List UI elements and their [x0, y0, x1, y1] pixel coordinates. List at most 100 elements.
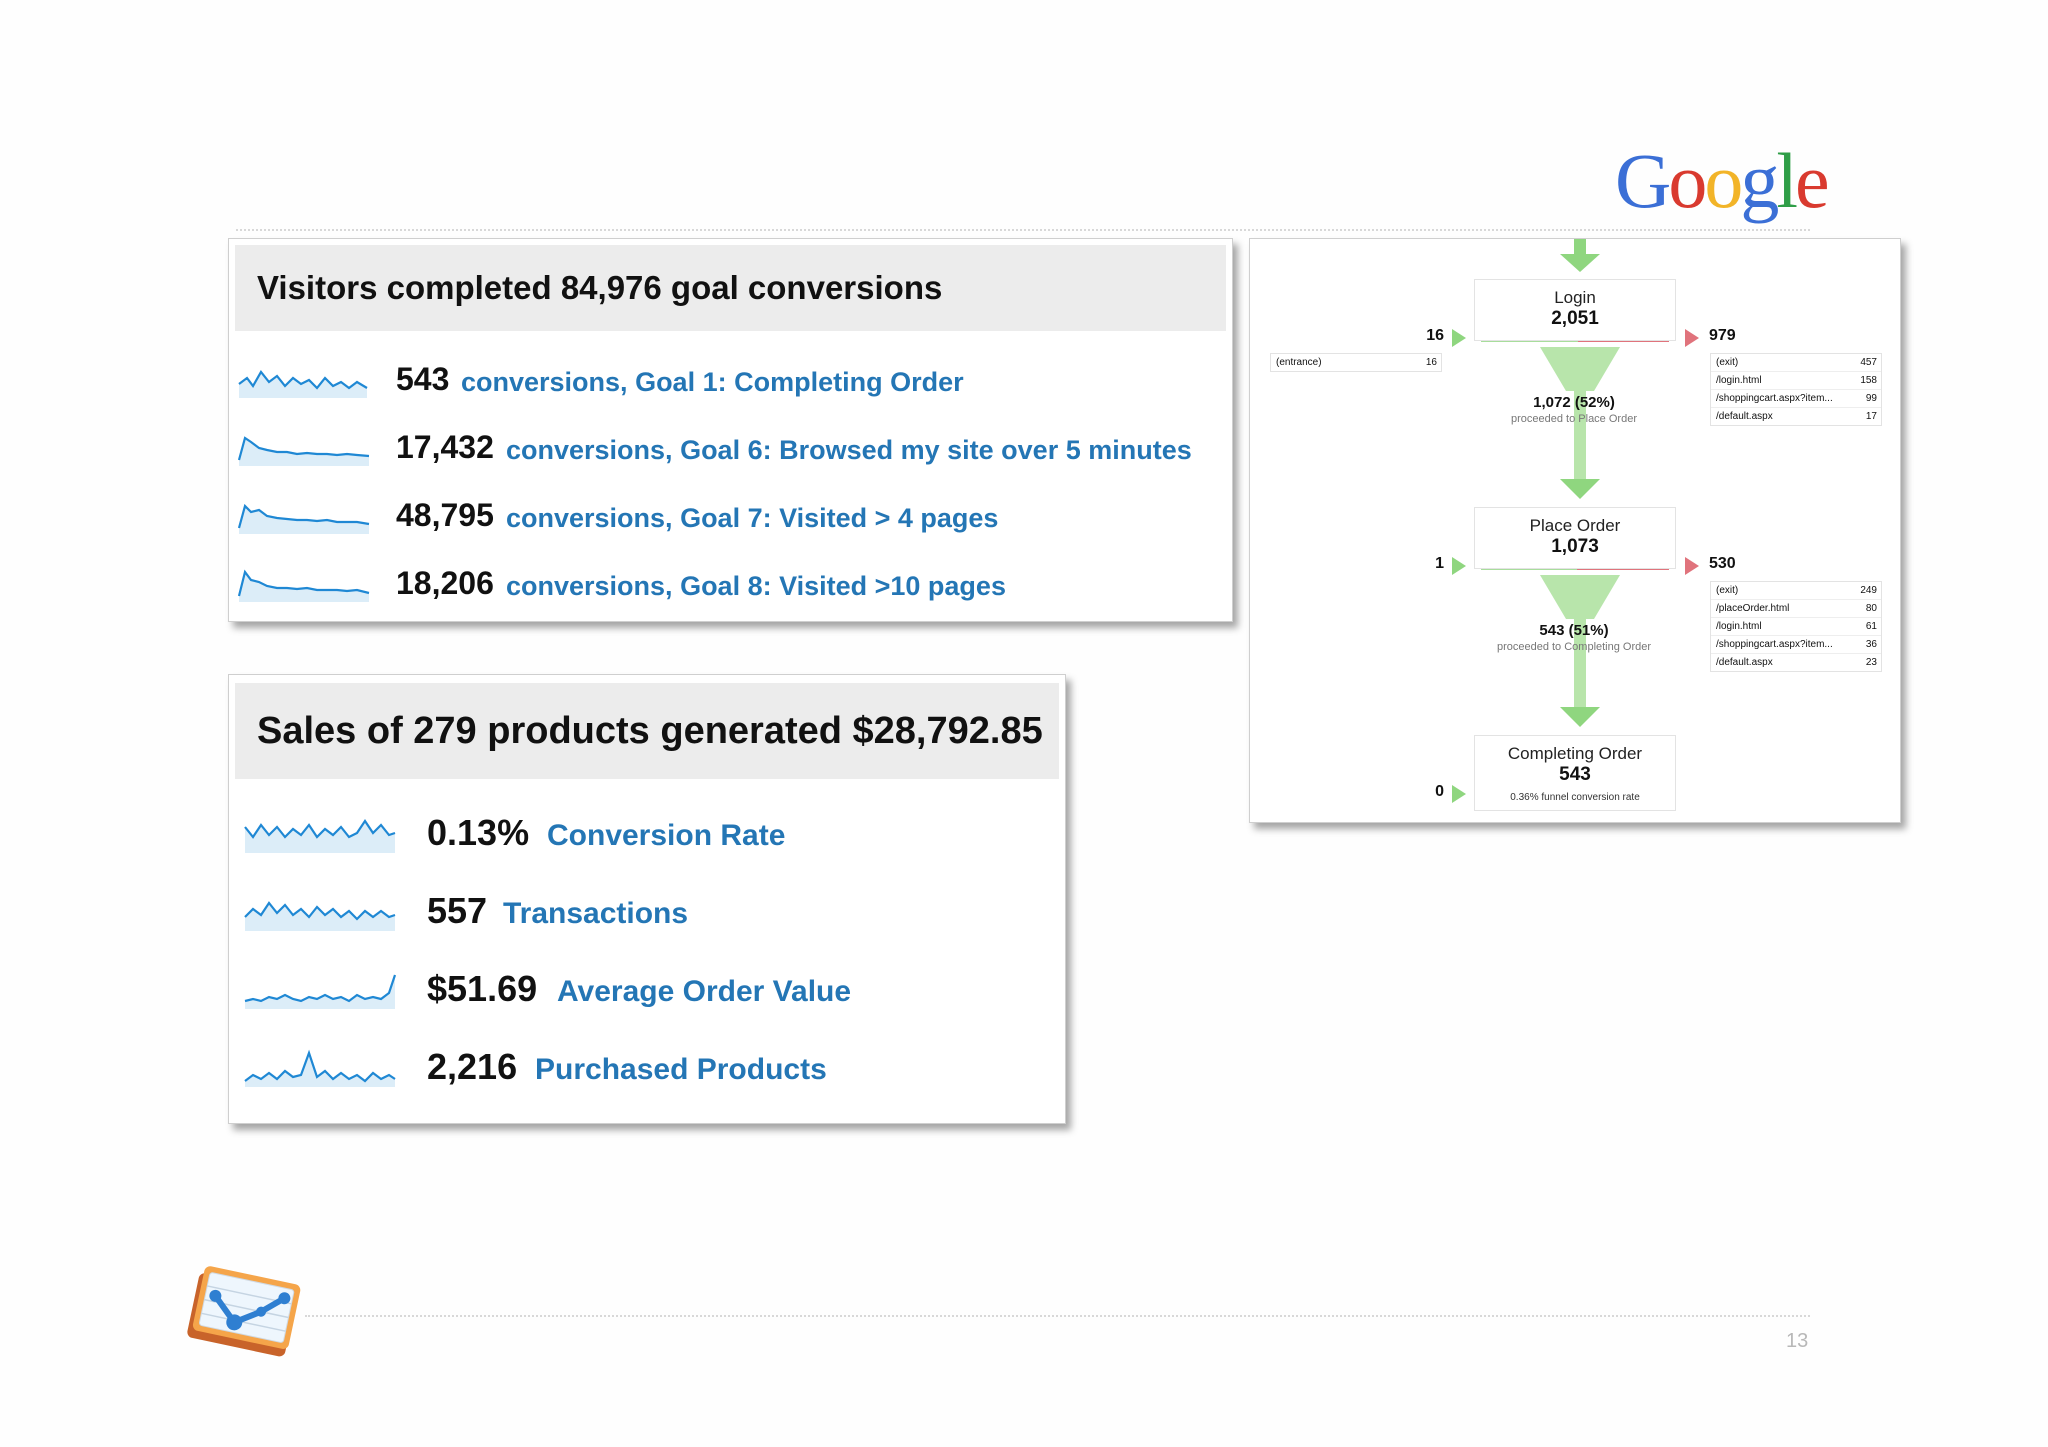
metric-value: 557 [427, 890, 488, 931]
exit-page-row[interactable]: /login.html 158 [1711, 372, 1881, 390]
page-value: 99 [1865, 393, 1877, 404]
exit-arrow [1685, 329, 1699, 347]
exit-page-row[interactable]: /login.html 61 [1711, 618, 1881, 636]
sparkline [244, 974, 397, 1009]
proceeded-label: proceeded to Completing Order [1496, 641, 1652, 653]
goal-label[interactable]: conversions, Goal 1: Completing Order [461, 367, 964, 397]
entries-count: 16 [1426, 327, 1444, 344]
exit-page-row[interactable]: (exit) 457 [1711, 354, 1881, 372]
proceeded-count: 1,072 (52%) [1533, 394, 1615, 411]
goal-value: 17,432 [396, 429, 494, 465]
page-path: /placeOrder.html [1716, 603, 1790, 614]
goal-conversions-panel: Visitors completed 84,976 goal conversio… [228, 238, 1233, 622]
entry-source-row[interactable]: (entrance) 16 [1271, 354, 1441, 371]
page-path: /login.html [1716, 621, 1762, 632]
funnel-down-arrow [1560, 479, 1600, 499]
metric-row[interactable]: 0.13% Conversion Rate [229, 805, 1049, 861]
entry-arrow [1452, 557, 1466, 575]
sparkline [237, 569, 370, 602]
page-path: (entrance) [1276, 357, 1322, 368]
exit-page-row[interactable]: /shoppingcart.aspx?item... 36 [1711, 636, 1881, 654]
page-value: 61 [1865, 621, 1877, 632]
metric-value: 0.13% [427, 812, 530, 853]
funnel-step-name: Place Order [1529, 516, 1621, 535]
page-value: 249 [1860, 585, 1877, 596]
proceeded-count: 543 (51%) [1539, 622, 1609, 639]
funnel-shape [1540, 575, 1620, 619]
goal-row[interactable]: 18,206 conversions, Goal 8: Visited >10 … [229, 558, 1219, 608]
page-path: /shoppingcart.aspx?item... [1716, 639, 1833, 650]
goal-value: 48,795 [396, 497, 494, 533]
goal-value: 18,206 [396, 565, 494, 601]
page-number: 13 [1786, 1330, 1809, 1352]
sparkline [237, 503, 370, 534]
goal-row[interactable]: 17,432 conversions, Goal 6: Browsed my s… [229, 422, 1219, 472]
page-path: /shoppingcart.aspx?item... [1716, 393, 1833, 404]
exit-page-row[interactable]: /shoppingcart.aspx?item... 99 [1711, 390, 1881, 408]
funnel-step-count: 543 [1559, 764, 1591, 785]
metric-label[interactable]: Purchased Products [535, 1053, 827, 1086]
metric-row[interactable]: 557 Transactions [229, 883, 1049, 939]
goal-row[interactable]: 48,795 conversions, Goal 7: Visited > 4 … [229, 490, 1219, 540]
page-value: 23 [1865, 657, 1877, 668]
goal-label[interactable]: conversions, Goal 8: Visited >10 pages [506, 571, 1006, 601]
exit-page-row[interactable]: /default.aspx 17 [1711, 408, 1881, 425]
goal-conversions-title: Visitors completed 84,976 goal conversio… [235, 245, 1226, 331]
goal-value: 543 [396, 361, 450, 397]
metric-row[interactable]: 2,216 Purchased Products [229, 1039, 1049, 1095]
sparkline [238, 370, 368, 398]
goal-label[interactable]: conversions, Goal 7: Visited > 4 pages [506, 503, 999, 533]
funnel-conversion-rate: 0.36% funnel conversion rate [1510, 792, 1640, 803]
exit-arrow [1685, 557, 1699, 575]
sparkline [237, 436, 370, 466]
page-path: (exit) [1716, 357, 1739, 368]
exit-pages-table: (exit) 457 /login.html 158 /shoppingcart.a… [1710, 353, 1882, 426]
metric-value: 2,216 [427, 1046, 518, 1087]
funnel-step-name: Login [1554, 288, 1596, 307]
page-value: 17 [1865, 411, 1877, 422]
google-logo: Google [1615, 137, 1830, 224]
sparkline [244, 1049, 396, 1087]
bottom-divider [305, 1315, 1810, 1317]
funnel-stem [1574, 391, 1586, 491]
funnel-down-arrow [1560, 239, 1600, 272]
metric-row[interactable]: $51.69 Average Order Value [229, 961, 1049, 1017]
metric-label[interactable]: Transactions [503, 897, 689, 930]
goal-label[interactable]: conversions, Goal 6: Browsed my site ove… [506, 435, 1192, 465]
entry-sources-table: (entrance) 16 [1270, 353, 1442, 372]
page-value: 36 [1865, 639, 1877, 650]
exit-page-row[interactable]: /default.aspx 23 [1711, 654, 1881, 671]
metric-label[interactable]: Average Order Value [557, 975, 852, 1008]
funnel-step-box[interactable]: Completing Order 543 0.36% funnel conver… [1474, 735, 1676, 811]
goal-row[interactable]: 543 conversions, Goal 1: Completing Orde… [229, 354, 1219, 404]
funnel-step-count: 2,051 [1551, 308, 1599, 329]
sales-panel: Sales of 279 products generated $28,792.… [228, 674, 1066, 1124]
entries-count: 0 [1435, 783, 1444, 800]
sales-title: Sales of 279 products generated $28,792.… [235, 683, 1059, 779]
analytics-logo-icon [187, 1266, 301, 1357]
page-value: 457 [1860, 357, 1877, 368]
sparkline [244, 819, 396, 853]
top-divider [236, 229, 1810, 231]
funnel-down-arrow [1560, 707, 1600, 727]
page-path: /login.html [1716, 375, 1762, 386]
funnel-stem [1574, 619, 1586, 719]
page-path: /default.aspx [1716, 657, 1773, 668]
funnel-step-box[interactable]: Login 2,051 [1474, 279, 1676, 341]
page-path: (exit) [1716, 585, 1739, 596]
page-value: 158 [1860, 375, 1877, 386]
entries-count: 1 [1435, 555, 1444, 572]
funnel-step-box[interactable]: Place Order 1,073 [1474, 507, 1676, 569]
exits-count: 530 [1709, 555, 1736, 572]
exit-page-row[interactable]: (exit) 249 [1711, 582, 1881, 600]
metric-label[interactable]: Conversion Rate [547, 819, 786, 852]
exit-pages-table: (exit) 249 /placeOrder.html 80 /login.html… [1710, 581, 1882, 672]
funnel-shape [1540, 347, 1620, 391]
funnel-panel: Login 2,051 Place Order 1,073 Completing… [1249, 238, 1901, 823]
entry-arrow [1452, 329, 1466, 347]
sparkline [244, 901, 396, 931]
proceeded-label: proceeded to Place Order [1511, 413, 1637, 425]
exit-page-row[interactable]: /placeOrder.html 80 [1711, 600, 1881, 618]
metric-value: $51.69 [427, 968, 538, 1009]
page-path: /default.aspx [1716, 411, 1773, 422]
